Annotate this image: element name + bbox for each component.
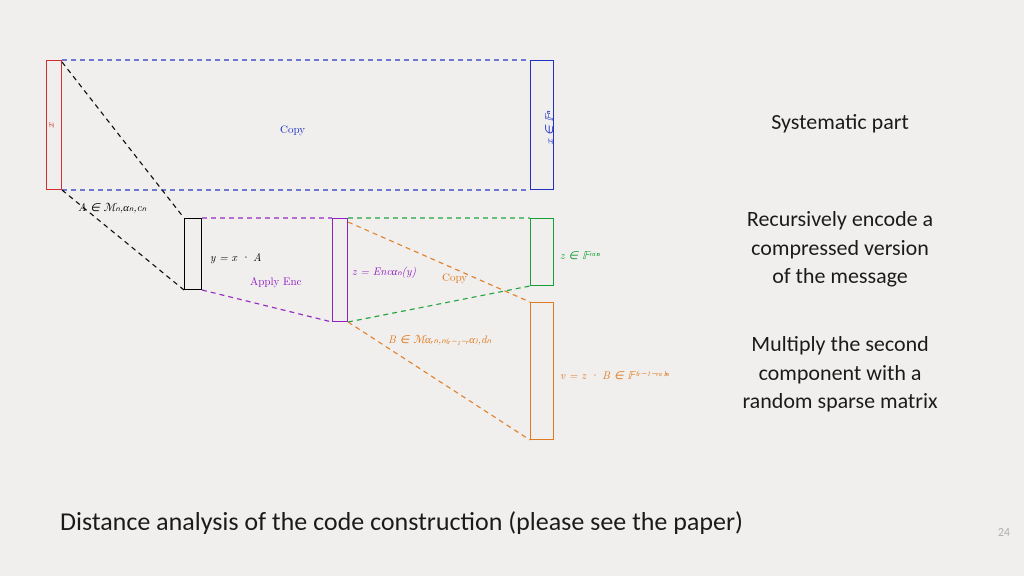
label-copy-1: Copy xyxy=(280,122,305,137)
label-x: x xyxy=(43,123,58,128)
box-z-copy xyxy=(530,218,554,286)
box-y xyxy=(184,218,202,290)
label-matrix-B: B ∈ ℳαᵣₙ,ₙ₍ᵣ₋₁₋ᵣα₎,dₙ xyxy=(388,332,491,347)
slide-caption: Distance analysis of the code constructi… xyxy=(60,505,743,537)
page-number: 24 xyxy=(998,526,1010,540)
label-z-in-Fran: z ∈ 𝔽ʳᵅⁿ xyxy=(560,248,600,263)
label-matrix-A: A ∈ ℳₙ,αₙ,cₙ xyxy=(78,200,146,215)
label-y-eq-xA: y = x · A xyxy=(210,250,261,265)
label-copy-2: Copy xyxy=(442,270,467,285)
label-x-in-Fn: x ∈ 𝔽ⁿ xyxy=(542,111,557,144)
label-z-eq-enc-y: z = Encαₙ(y) xyxy=(352,264,416,279)
side-text-multiply: Multiply the second component with a ran… xyxy=(700,330,980,416)
box-v xyxy=(530,302,554,440)
label-v-eq-zB: v = z · B ∈ 𝔽⁽ʳ⁻¹⁻ʳᵅ⁾ⁿ xyxy=(560,368,669,383)
side-text-systematic: Systematic part xyxy=(700,108,980,137)
box-z xyxy=(332,218,348,322)
side-text-recursive: Recursively encode a compressed version … xyxy=(700,205,980,291)
label-apply-enc: Apply Enc xyxy=(250,274,302,289)
